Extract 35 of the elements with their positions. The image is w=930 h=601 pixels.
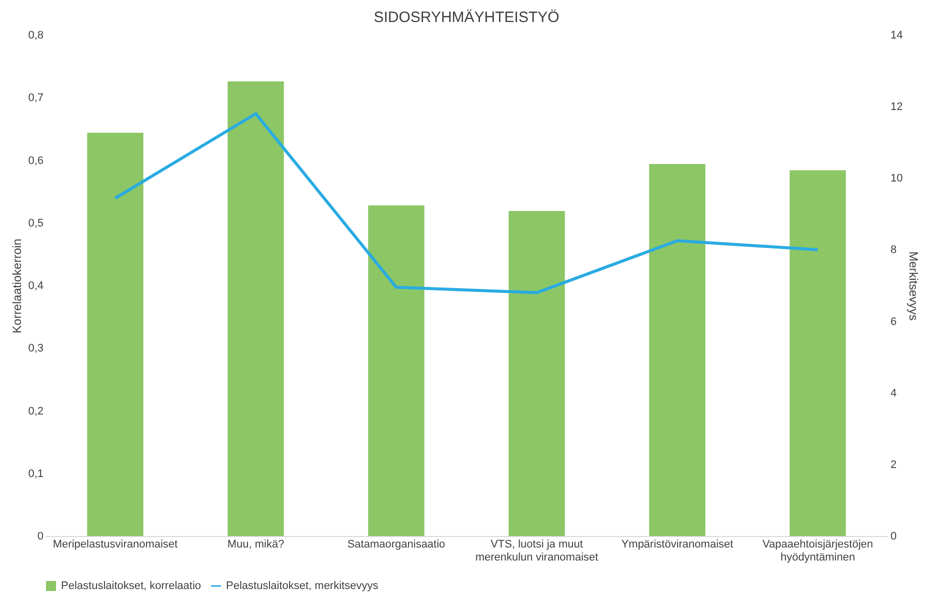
y-tick-label: 0	[37, 530, 44, 542]
chart-title: SIDOSRYHMÄYHTEISTYÖ	[374, 9, 560, 26]
bar	[790, 170, 846, 536]
bar	[508, 210, 565, 536]
bar	[649, 164, 706, 536]
x-tick-label: Vapaaehtoisjärjestöjen hyödyntäminen	[762, 538, 873, 564]
y2-tick-label: 4	[890, 387, 897, 400]
y2-tick-label: 14	[890, 30, 903, 42]
y2-tick-label: 0	[890, 530, 897, 542]
legend-label: Pelastuslaitokset, merkitsevyys	[226, 580, 379, 592]
x-tick-label: Ympäristöviranomaiset	[621, 538, 734, 550]
y2-tick-label: 8	[890, 244, 897, 256]
bar	[228, 81, 284, 536]
x-tick-label: Meripelastusviranomaiset	[52, 538, 178, 550]
y2-tick-label: 2	[890, 458, 897, 471]
bar	[87, 132, 144, 536]
y-tick-label: 0,4	[28, 280, 44, 292]
y-tick-label: 0,5	[28, 217, 44, 230]
y-tick-label: 0,7	[28, 92, 44, 104]
x-tick-label: VTS, luotsi ja muut merenkulun viranomaiset	[475, 538, 598, 564]
y2-axis-title: Merkitsevyys	[906, 251, 921, 321]
y-tick-label: 0,2	[28, 405, 44, 418]
y-axis-title: Korrelaatiokerroin	[10, 238, 24, 334]
bar	[368, 205, 424, 536]
x-tick-label: Satamaorganisaatio	[347, 538, 446, 550]
y2-tick-label: 12	[890, 101, 903, 114]
y2-tick-label: 10	[890, 172, 903, 185]
y2-tick-label: 6	[890, 316, 897, 328]
x-tick-label: Muu, mikä?	[227, 538, 284, 550]
y-tick-label: 0,8	[28, 30, 44, 42]
y-tick-label: 0,1	[28, 468, 44, 480]
y-tick-label: 0,6	[28, 154, 44, 167]
line-series	[114, 112, 820, 294]
legend-label: Pelastuslaitokset, korrelaatio	[61, 580, 202, 592]
y-tick-label: 0,3	[28, 342, 44, 355]
